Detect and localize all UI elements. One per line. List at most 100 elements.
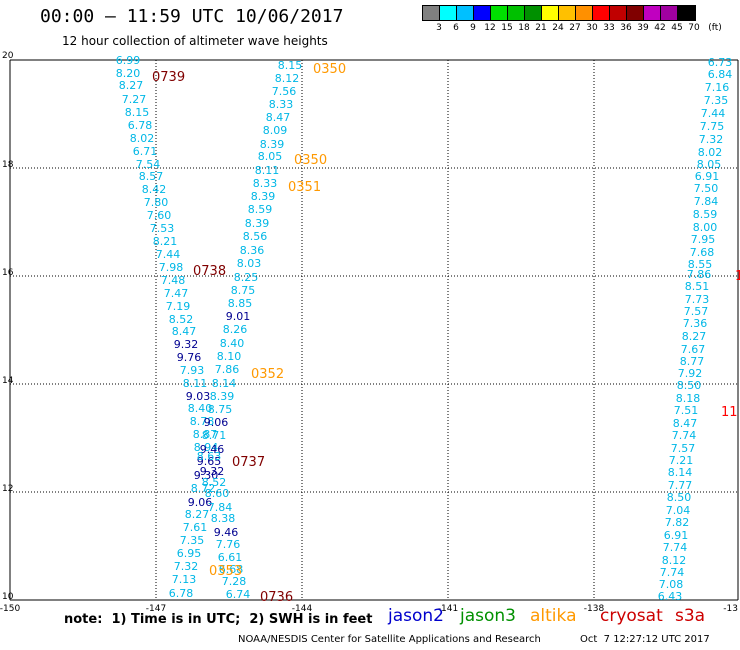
wave-height-label: 9.32 [200,465,225,478]
wave-height-label: 6.78 [128,119,153,132]
wave-height-label: 7.44 [701,107,726,120]
wave-height-values: 6.998.208.277.278.156.788.026.717.548.57… [116,54,733,603]
wave-height-label: 8.27 [185,508,210,521]
wave-height-label: 8.40 [220,337,245,350]
pass-time-label: 0350 [294,153,327,168]
pass-time-label: 0736 [260,590,293,605]
legend-swatch [542,6,559,20]
wave-height-label: 7.36 [683,317,708,330]
wave-height-label: 8.12 [662,554,687,567]
wave-height-label: 6.99 [116,54,141,67]
wave-height-label: 9.06 [188,496,213,509]
footer-credit: NOAA/NESDIS Center for Satellite Applica… [238,634,541,645]
mission-s3a: s3a [675,606,706,626]
wave-height-label: 8.40 [188,402,213,415]
wave-height-label: 8.14 [212,377,237,390]
legend-swatch [423,6,440,20]
wave-height-label: 6.74 [226,588,251,601]
pass-time-label: 0351 [288,180,321,195]
wave-height-label: 8.52 [202,476,227,489]
wave-height-label: 9.03 [186,390,211,403]
wave-height-label: 8.72 [191,482,216,495]
legend-swatch [661,6,678,20]
wave-height-label: 7.35 [704,94,729,107]
wave-height-label: 8.77 [680,355,705,368]
legend-tick-label: 18 [518,23,530,33]
wave-height-label: 8.63 [197,450,222,463]
wave-height-label: 7.57 [684,305,709,318]
latitude-tick-label: 14 [2,376,14,386]
wave-height-label: 7.60 [147,209,172,222]
wave-height-label: 8.12 [275,72,300,85]
legend-swatch [440,6,457,20]
wave-height-label: 9.30 [194,469,219,482]
wave-height-label: 8.52 [169,313,194,326]
legend-tick-label: 9 [470,23,476,33]
wave-height-label: 8.33 [269,98,294,111]
legend-tick-label: 21 [535,23,547,33]
wave-height-label: 7.53 [150,222,175,235]
longitude-tick-label: -144 [292,604,313,614]
wave-height-label: 6.61 [218,551,243,564]
pass-time-label: 0353 [209,564,242,579]
legend-tick-label: 45 [671,23,683,33]
wave-height-label: 7.32 [699,133,724,146]
wave-height-label: 7.51 [674,404,699,417]
legend-tick-label: 24 [552,23,564,33]
wave-height-label: 6.71 [133,145,158,158]
legend-tick-label: 15 [501,23,513,33]
legend-swatch [627,6,644,20]
wave-height-label: 8.59 [248,203,273,216]
mission-cryosat: cryosat [600,606,663,626]
mission-jason2: jason2 [388,606,444,626]
wave-height-label: 8.20 [116,67,141,80]
wave-height-label: 7.68 [690,246,715,259]
wave-height-label: 8.33 [253,177,278,190]
wave-height-label: 7.84 [694,195,719,208]
latitude-tick-label: 12 [2,484,13,494]
pass-time-label: 1 [735,269,740,284]
wave-height-label: 7.57 [671,442,696,455]
wave-height-label: 7.16 [705,81,730,94]
wave-height-label: 7.28 [222,575,247,588]
legend-labels: 3 6 9 12 15 18 21 24 27 30 33 36 39 42 45 70 (ft) [422,21,722,35]
pass-time-label: 0737 [232,455,265,470]
wave-height-label: 9.46 [214,526,239,539]
wave-height-label: 8.25 [234,271,259,284]
wave-height-label: 8.11 [183,377,208,390]
wave-height-label: 8.10 [217,350,242,363]
legend-tick-label: 27 [569,23,581,33]
footer-timestamp: Oct 7 12:27:12 UTC 2017 [580,634,710,645]
wave-height-label: 9.65 [197,455,222,468]
wave-height-label: 8.15 [278,59,303,72]
wave-height-label: 7.61 [183,521,208,534]
wave-height-label: 8.50 [667,491,692,504]
wave-height-label: 7.47 [164,287,189,300]
legend-swatch [644,6,661,20]
legend-swatch [525,6,542,20]
mission-altika: altika [530,606,577,626]
wave-height-label: 8.39 [260,138,285,151]
wave-height-label: 7.19 [166,300,191,313]
wave-height-label: 8.75 [208,403,233,416]
wave-height-label: 9.76 [177,351,202,364]
latitude-tick-label: 16 [2,268,14,278]
wave-height-label: 6.68 [219,563,244,576]
mission-jason3: jason3 [460,606,516,626]
wave-height-label: 8.47 [266,111,291,124]
wave-height-label: 7.21 [669,454,694,467]
legend-swatch [491,6,508,20]
wave-height-label: 8.60 [205,487,230,500]
legend-tick-label: 39 [637,23,649,33]
legend-tick-label: 36 [620,23,632,33]
wave-height-label: 7.80 [144,196,169,209]
wave-height-label: 7.54 [136,158,161,171]
wave-height-label: 8.11 [255,164,280,177]
longitude-tick-label: -150 [0,604,20,614]
latitude-tick-label: 20 [2,51,14,61]
wave-height-label: 6.91 [695,170,720,183]
pass-time-label: 0350 [313,62,346,77]
wave-height-label: 9.01 [226,310,251,323]
wave-height-label: 7.04 [666,504,691,517]
pass-time-label: 0739 [152,70,185,85]
